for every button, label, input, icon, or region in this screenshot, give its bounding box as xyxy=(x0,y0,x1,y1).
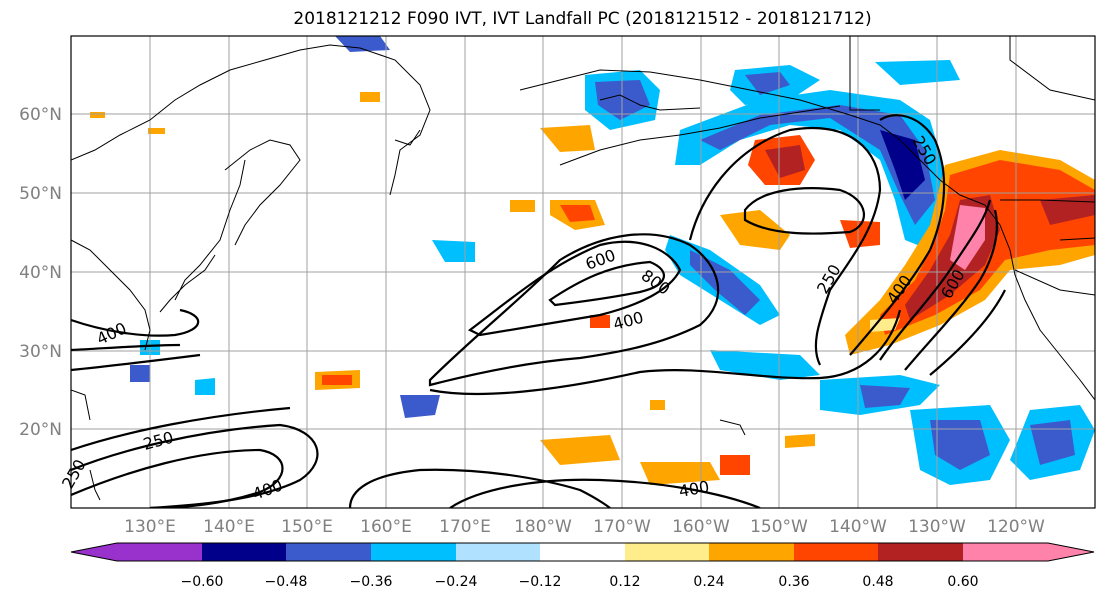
colorbar-segment xyxy=(625,543,709,561)
lon-label: 150°E xyxy=(281,517,333,537)
graticule xyxy=(71,36,1095,508)
colorbar-tick-label: 0.12 xyxy=(609,574,640,590)
latitude-labels: 60°N 50°N 40°N 30°N 20°N xyxy=(19,105,62,440)
colorbar-tick-label: −0.12 xyxy=(519,574,562,590)
colorbar-tick-label: −0.60 xyxy=(181,574,224,590)
ivt-contours xyxy=(71,114,1006,508)
colorbar-tick-label: −0.36 xyxy=(350,574,393,590)
longitude-labels: 130°E 140°E 150°E 160°E 170°E 180°W 170°… xyxy=(124,517,1045,537)
colorbar-segment xyxy=(878,543,963,561)
lon-label: 180°W xyxy=(514,517,572,537)
lon-label: 160°W xyxy=(672,517,730,537)
lon-label: 130°E xyxy=(124,517,176,537)
lon-label: 140°E xyxy=(203,517,255,537)
colorbar-segment xyxy=(963,543,1048,561)
map-title: 2018121212 F090 IVT, IVT Landfall PC (20… xyxy=(293,9,872,29)
colorbar-segment xyxy=(709,543,794,561)
colorbar-tick-label: −0.24 xyxy=(435,574,478,590)
colorbar-segment xyxy=(794,543,878,561)
colorbar-segments xyxy=(70,542,1095,562)
colorbar-tick-labels: −0.60 −0.48 −0.36 −0.24 −0.12 0.12 0.24 … xyxy=(181,574,979,590)
lat-label: 60°N xyxy=(19,105,62,125)
colorbar-tick-label: 0.36 xyxy=(778,574,809,590)
colorbar-segment xyxy=(456,543,540,561)
colorbar-tick-label: 0.60 xyxy=(947,574,978,590)
colorbar-extend-low xyxy=(71,543,117,561)
lon-label: 150°W xyxy=(750,517,808,537)
lat-label: 30°N xyxy=(19,342,62,362)
colorbar-extend-high xyxy=(1048,543,1094,561)
lon-label: 170°W xyxy=(593,517,651,537)
colorbar-tick-label: 0.48 xyxy=(862,574,893,590)
lat-label: 50°N xyxy=(19,184,62,204)
lon-label: 140°W xyxy=(829,517,887,537)
shaded-field xyxy=(90,36,1095,485)
lon-label: 170°E xyxy=(439,517,491,537)
colorbar-segment xyxy=(202,543,286,561)
colorbar-tick-label: 0.24 xyxy=(693,574,724,590)
lat-label: 20°N xyxy=(19,420,62,440)
lon-label: 160°E xyxy=(360,517,412,537)
map-frame xyxy=(70,35,1096,509)
lon-label: 120°W xyxy=(987,517,1045,537)
coastlines xyxy=(71,36,1095,501)
lon-label: 130°W xyxy=(908,517,966,537)
colorbar-segment xyxy=(117,543,202,561)
colorbar-segment xyxy=(286,543,371,561)
lat-label: 40°N xyxy=(19,263,62,283)
colorbar-segment xyxy=(371,543,456,561)
colorbar-segment xyxy=(540,543,625,561)
colorbar-outline xyxy=(70,542,1095,562)
colorbar-tick-label: −0.48 xyxy=(265,574,308,590)
